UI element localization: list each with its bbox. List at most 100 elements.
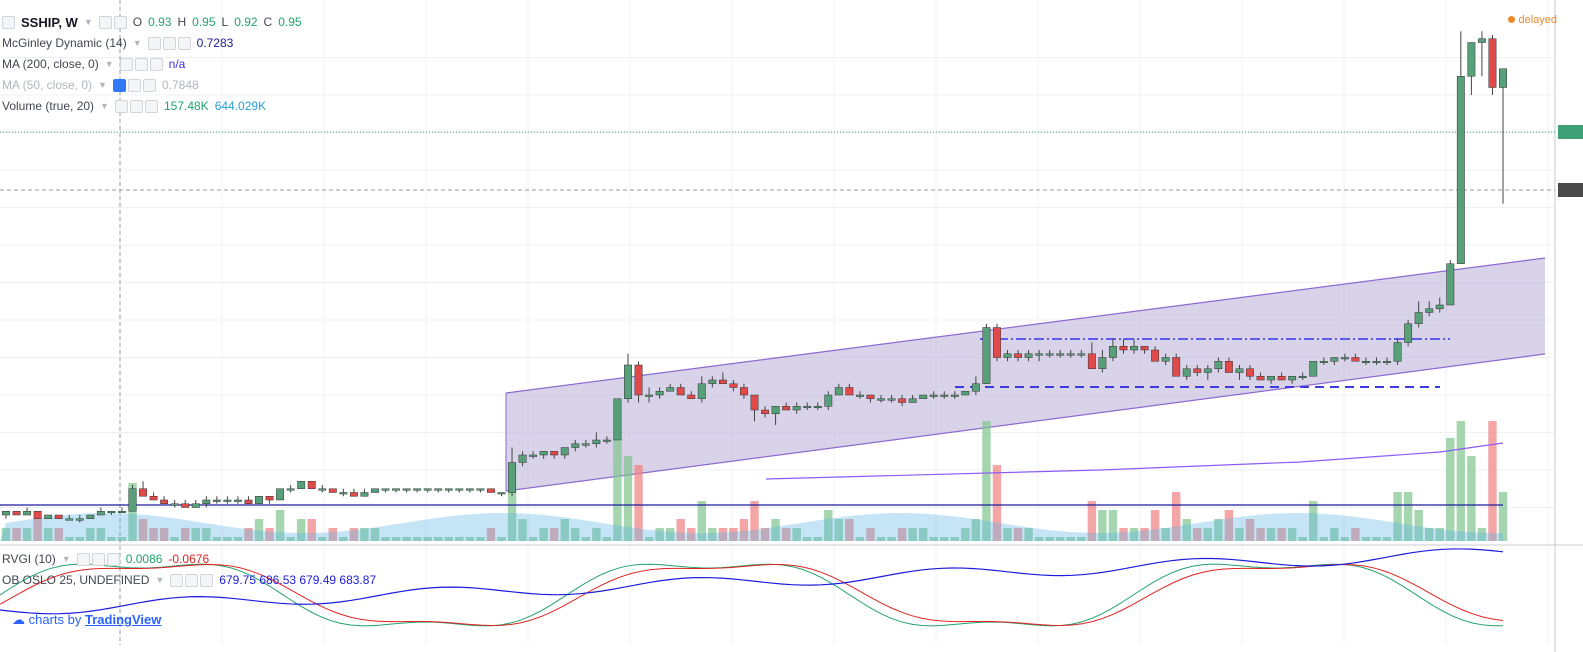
volume-bar: [1129, 528, 1139, 541]
indicator-name[interactable]: Volume (true, 20): [2, 99, 95, 113]
volume-bar: [1372, 537, 1381, 541]
candle-body: [1130, 346, 1138, 351]
channel-lower-line: [505, 353, 1546, 492]
chevron-down-icon[interactable]: ▼: [83, 17, 93, 27]
indicator-controls[interactable]: [112, 79, 156, 92]
legend-indicator-row[interactable]: Volume (true, 20) ▼ 157.48K 644.029K: [2, 96, 302, 117]
candle-body: [1372, 361, 1381, 363]
branding-prefix: charts by: [28, 612, 82, 627]
channel-fill: [506, 258, 1545, 491]
candle-body: [170, 503, 179, 506]
volume-bar: [992, 465, 1002, 541]
volume-bar: [845, 519, 854, 541]
indicator-value: 0.7848: [161, 78, 199, 92]
delayed-badge: delayed: [1508, 14, 1557, 26]
chevron-down-icon[interactable]: ▼: [98, 80, 107, 90]
candle-body: [866, 394, 875, 399]
oscillator-controls[interactable]: [170, 574, 214, 587]
legend-indicator-row[interactable]: MA (50, close, 0) ▼ 0.7848: [2, 75, 302, 96]
oscillator-controls[interactable]: [76, 553, 120, 566]
rvgi-signal-line: [0, 563, 1504, 627]
candle-body: [23, 511, 32, 516]
candle-body: [1077, 353, 1086, 356]
oscillator-name[interactable]: OB OSLO 25, UNDEFINED: [2, 573, 150, 587]
volume-bar: [1298, 537, 1307, 541]
volume-bar: [729, 528, 738, 541]
indicator-controls[interactable]: [147, 37, 191, 50]
legend-oscillator-row[interactable]: OB OSLO 25, UNDEFINED ▼ 679.75 686.53 67…: [2, 570, 376, 591]
indicator-controls[interactable]: [119, 58, 163, 71]
volume-bar: [1140, 528, 1149, 541]
volume-bar: [339, 537, 348, 541]
candle-body: [993, 327, 1001, 358]
volume-bar: [212, 537, 222, 541]
tradingview-branding[interactable]: ☁ charts by TradingView: [12, 612, 161, 628]
chevron-down-icon[interactable]: ▼: [61, 554, 71, 564]
volume-bar: [1340, 537, 1350, 541]
volume-bar: [824, 510, 833, 541]
candle-body: [244, 499, 253, 504]
candle-body: [940, 394, 949, 397]
volume-bar: [1056, 537, 1065, 541]
indicator-name[interactable]: MA (200, close, 0): [2, 57, 99, 71]
volume-bar: [571, 528, 580, 541]
legend-oscillator-row[interactable]: RVGI (10) ▼ 0.0086 -0.0676: [2, 549, 376, 570]
volume-bar: [128, 483, 137, 541]
last-price-marker: [1558, 125, 1583, 139]
volume-bar: [33, 519, 42, 541]
candle-body: [181, 503, 190, 508]
chevron-down-icon[interactable]: ▼: [155, 575, 165, 585]
chevron-down-icon[interactable]: ▼: [132, 38, 142, 48]
oscillator-legend: RVGI (10) ▼ 0.0086 -0.0676 OB OSLO 25, U…: [2, 549, 376, 591]
rvgi-line: [0, 563, 1504, 627]
indicator-name[interactable]: MA (50, close, 0): [2, 78, 93, 92]
volume-bar: [138, 519, 148, 541]
candle-body: [497, 492, 506, 495]
visibility-controls[interactable]: [98, 16, 127, 29]
volume-bar: [1098, 510, 1107, 541]
candle-body: [402, 488, 411, 491]
volume-bar: [1193, 528, 1202, 541]
candle-body: [139, 488, 147, 497]
candle-body: [708, 379, 717, 384]
candle-body: [1288, 376, 1297, 381]
candle-body: [550, 451, 559, 456]
branding-link[interactable]: TradingView: [85, 612, 162, 627]
volume-bar: [718, 528, 728, 541]
volume-bar: [1498, 492, 1508, 541]
legend-indicator-row[interactable]: McGinley Dynamic (14) ▼ 0.7283: [2, 33, 302, 54]
volume-bar: [929, 537, 938, 541]
candle-body: [349, 492, 358, 497]
indicator-name[interactable]: McGinley Dynamic (14): [2, 36, 127, 50]
volume-bar: [444, 537, 453, 541]
candle-body: [191, 503, 200, 508]
volume-bar: [813, 537, 822, 541]
candle-body: [265, 496, 274, 501]
candle-body: [1446, 263, 1455, 306]
volume-bar: [897, 528, 907, 541]
candle-body: [697, 383, 706, 399]
chevron-down-icon[interactable]: ▼: [104, 59, 114, 69]
candle-body: [86, 514, 95, 519]
volume-bar: [1024, 528, 1033, 541]
collapse-icon[interactable]: [2, 16, 15, 29]
volume-bar: [855, 537, 865, 541]
candle-body: [455, 488, 464, 491]
candle-body: [1309, 361, 1318, 377]
candle-body: [1214, 361, 1223, 369]
candle-body: [855, 394, 864, 397]
oscillator-name[interactable]: RVGI (10): [2, 552, 56, 566]
candle-body: [687, 394, 696, 399]
indicator-controls[interactable]: [114, 100, 158, 113]
legend-indicator-row[interactable]: MA (200, close, 0) ▼ n/a: [2, 54, 302, 75]
volume-bar: [370, 528, 380, 541]
volume-bar: [402, 537, 411, 541]
candle-body: [624, 364, 632, 399]
volume-bar: [539, 528, 548, 541]
candle-body: [1193, 368, 1202, 373]
chevron-down-icon[interactable]: ▼: [100, 101, 109, 111]
symbol-title[interactable]: SSHIP, W: [21, 15, 78, 30]
candle-body: [529, 454, 538, 457]
regression-channel: [505, 257, 1546, 492]
